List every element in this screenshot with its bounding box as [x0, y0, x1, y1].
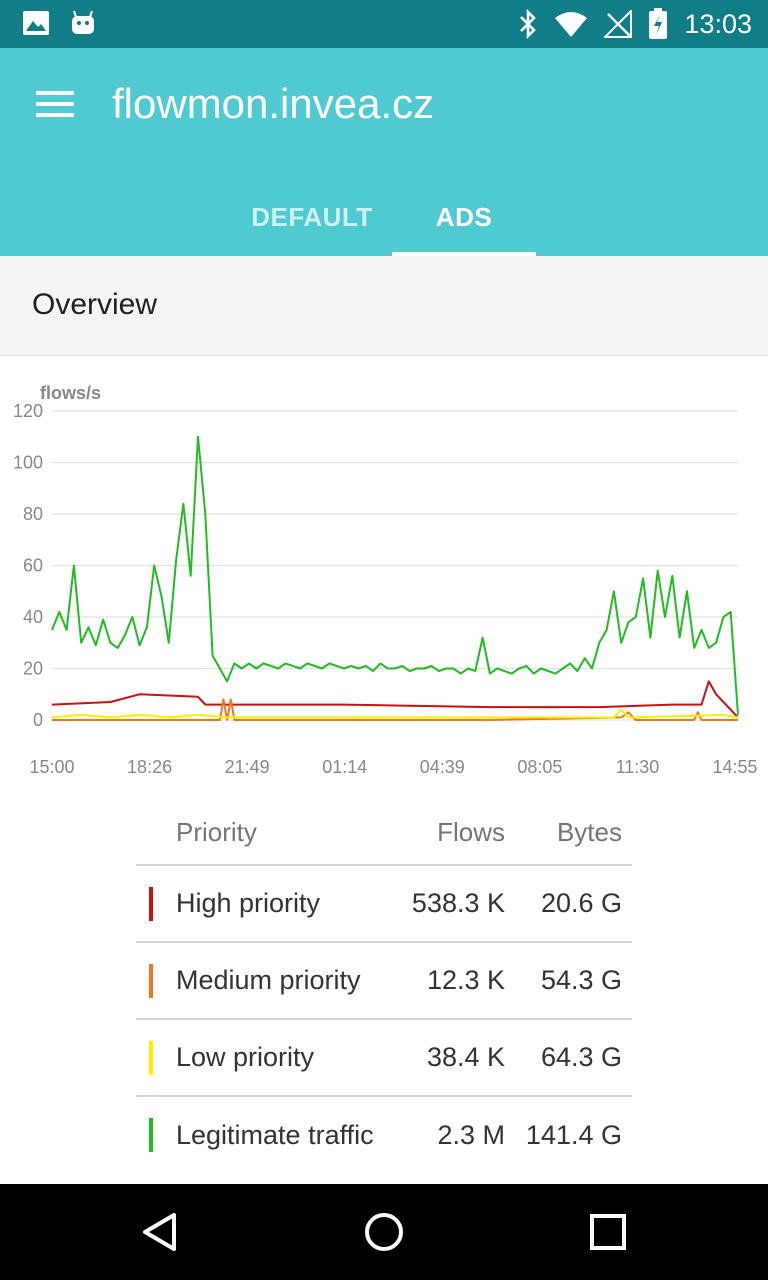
tab-default[interactable]: DEFAULT — [251, 201, 373, 232]
x-tick-label: 11:30 — [616, 757, 660, 777]
home-icon[interactable] — [354, 1202, 414, 1262]
row-bytes: 20.6 G — [540, 888, 622, 918]
color-swatch-medium — [149, 964, 153, 998]
header-bytes: Bytes — [556, 816, 622, 847]
y-tick-label: 80 — [23, 504, 43, 524]
table-row-high[interactable]: High priority 538.3 K 20.6 G — [136, 866, 632, 943]
x-tick-label: 04:39 — [420, 757, 465, 777]
row-flows: 2.3 M — [437, 1120, 505, 1150]
image-icon — [22, 10, 50, 36]
series-line-3 — [51, 708, 739, 719]
row-flows: 38.4 K — [426, 1042, 505, 1072]
color-swatch-high — [149, 887, 153, 921]
x-tick-label: 21:49 — [225, 757, 270, 777]
app-bar: flowmon.invea.cz DEFAULT ADS — [0, 48, 768, 256]
overview-title: Overview — [32, 288, 158, 321]
status-time: 13:03 — [684, 8, 752, 39]
x-tick-label: 18:26 — [127, 757, 172, 777]
table-row-medium[interactable]: Medium priority 12.3 K 54.3 G — [136, 943, 632, 1020]
tab-ads[interactable]: ADS — [435, 201, 493, 232]
tab-bar: DEFAULT ADS — [0, 178, 768, 256]
back-icon[interactable] — [130, 1202, 190, 1262]
android-icon — [70, 10, 96, 36]
y-tick-label: 120 — [13, 401, 43, 421]
y-tick-label: 20 — [23, 659, 43, 679]
recents-icon[interactable] — [578, 1202, 638, 1262]
row-flows: 12.3 K — [426, 965, 505, 995]
priority-table: Priority Flows Bytes High priority 538.3… — [136, 800, 632, 1174]
signal-icon — [604, 10, 633, 38]
table-row-low[interactable]: Low priority 38.4 K 64.3 G — [136, 1020, 632, 1097]
chart-svg: flows/s 0 20 40 60 80 100 120 15:00 18:26 21:49 01:… — [13, 383, 758, 777]
y-tick-label: 40 — [23, 607, 43, 627]
y-tick-label: 100 — [13, 453, 43, 473]
row-name: High priority — [176, 888, 321, 918]
app-title: flowmon.invea.cz — [112, 80, 435, 127]
x-tick-label: 14:55 — [712, 757, 757, 777]
row-bytes: 141.4 G — [525, 1120, 622, 1150]
battery-icon — [648, 8, 668, 40]
series-line-0 — [51, 435, 739, 715]
y-tick-label: 0 — [33, 710, 43, 730]
row-name: Low priority — [176, 1042, 315, 1072]
table-row-legitimate[interactable]: Legitimate traffic 2.3 M 141.4 G — [136, 1097, 632, 1174]
series-line-2 — [52, 698, 738, 721]
menu-icon[interactable] — [26, 82, 82, 126]
x-tick-label: 01:14 — [322, 757, 367, 777]
navigation-bar — [0, 1184, 768, 1280]
y-axis-label: flows/s — [40, 383, 101, 403]
row-flows: 538.3 K — [411, 888, 505, 918]
series-line-1 — [51, 680, 739, 719]
color-swatch-low — [149, 1041, 153, 1075]
header-flows: Flows — [437, 816, 505, 847]
row-bytes: 64.3 G — [540, 1042, 622, 1072]
x-tick-label: 15:00 — [29, 757, 74, 777]
row-name: Medium priority — [176, 965, 361, 995]
wifi-icon — [554, 10, 588, 38]
bluetooth-icon — [518, 9, 538, 39]
row-name: Legitimate traffic — [176, 1120, 374, 1150]
header-priority: Priority — [176, 816, 257, 847]
flows-chart: flows/s 0 20 40 60 80 100 120 15:00 18:26 21:49 01:… — [0, 357, 768, 797]
overview-header: Overview — [0, 256, 768, 356]
status-bar: 13:03 — [0, 0, 768, 48]
tab-indicator — [392, 252, 536, 256]
row-bytes: 54.3 G — [540, 965, 622, 995]
color-swatch-legitimate — [149, 1118, 153, 1152]
y-tick-label: 60 — [23, 556, 43, 576]
x-tick-label: 08:05 — [517, 757, 562, 777]
table-header: Priority Flows Bytes — [136, 800, 632, 866]
